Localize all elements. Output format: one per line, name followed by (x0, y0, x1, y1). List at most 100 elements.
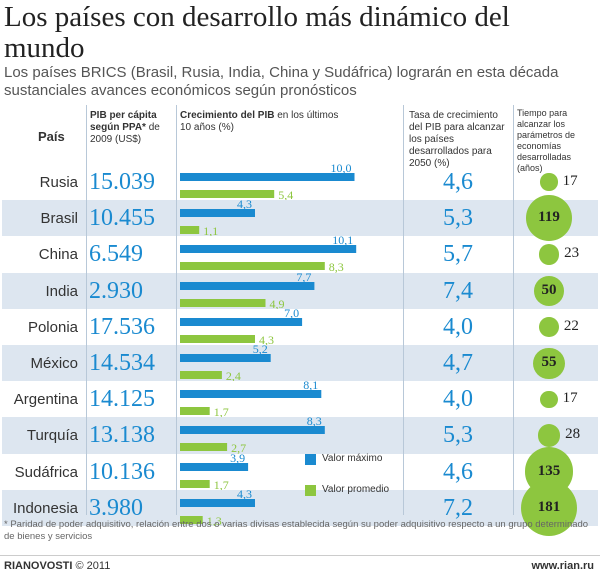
country-label: Turquía (26, 427, 78, 445)
growth-bars: 10,0 5,4 (180, 164, 355, 200)
table-row: Rusia 15.039 10,0 5,4 4,6 17 (2, 164, 598, 200)
logo-copyright: © 2011 (72, 560, 111, 572)
pib-value: 14.125 (89, 386, 155, 413)
bar-avg (180, 190, 275, 198)
country-label: Argentina (13, 391, 78, 409)
country-label: Sudáfrica (14, 463, 78, 481)
growth-bars: 5,2 2,4 (180, 345, 271, 381)
table-row: Brasil 10.455 4,3 1,1 5,3 119 (2, 195, 598, 242)
growth-bars: 8,1 1,7 (180, 381, 322, 417)
bar-avg-label: 1,1 (203, 224, 218, 236)
bar-max-label: 7,0 (284, 309, 299, 320)
bar-max (180, 462, 249, 471)
column-divider (176, 105, 177, 515)
bar-avg-label: 4,3 (259, 333, 274, 345)
footer-divider (0, 555, 600, 556)
country-label: Rusia (39, 174, 78, 191)
site-url[interactable]: www.rian.ru (531, 560, 594, 572)
bar-max-label: 5,2 (253, 345, 268, 356)
bar-avg-label: 5,4 (278, 188, 293, 200)
bar-avg-label: 8,3 (329, 260, 344, 272)
growth-bars: 4,3 1,3 (180, 490, 255, 526)
rate-value: 7,4 (443, 277, 473, 304)
bar-max (180, 317, 303, 326)
rate-value: 5,3 (443, 422, 473, 449)
pib-value: 6.549 (89, 241, 143, 268)
years-circle (538, 244, 560, 265)
bar-max-label: 8,3 (307, 417, 322, 428)
years-value: 28 (565, 426, 581, 443)
bar-avg-label: 2,4 (226, 369, 241, 381)
header-growth-rest: en los últimos 10 años (%) (180, 110, 339, 133)
years-value: 22 (563, 317, 579, 334)
years-value: 17 (562, 173, 578, 190)
bar-avg (180, 443, 228, 452)
bar-avg-label: 1,7 (214, 478, 229, 490)
column-divider (403, 105, 404, 515)
bar-max-label: 4,3 (237, 200, 252, 211)
pib-value: 13.138 (89, 422, 155, 449)
legend-avg-swatch (305, 485, 316, 496)
rate-value: 5,7 (443, 241, 473, 268)
pib-value: 3.980 (89, 494, 143, 521)
bar-avg (180, 226, 200, 235)
growth-bars: 7,7 4,9 (180, 273, 315, 309)
bar-max (180, 245, 357, 254)
column-divider (86, 105, 87, 515)
legend-max-swatch (305, 454, 316, 465)
table-row: Sudáfrica 10.136 3,9 1,7 4,6 135 (2, 447, 598, 497)
bar-avg-label: 1,7 (214, 405, 229, 417)
country-label: Polonia (27, 318, 78, 336)
years-value: 55 (541, 354, 557, 371)
bar-avg (180, 371, 222, 379)
legend-avg-label: Valor promedio (322, 484, 390, 495)
years-circle (540, 173, 558, 191)
pib-value: 17.536 (89, 313, 155, 340)
page-title: Los países con desarrollo más dinámico d… (4, 1, 510, 64)
rate-value: 4,7 (443, 350, 473, 376)
bar-max (180, 426, 325, 435)
bar-max (180, 209, 255, 218)
country-label: China (38, 246, 78, 264)
growth-bars: 4,3 1,1 (180, 200, 255, 236)
pib-value: 10.455 (89, 205, 155, 232)
country-label: Indonesia (12, 499, 78, 517)
bar-max (180, 354, 271, 362)
table-row: Turquía 13.138 8,3 2,7 5,3 28 (2, 417, 598, 454)
bar-max-label: 10,1 (332, 236, 353, 247)
years-value: 23 (564, 245, 580, 262)
years-value: 135 (537, 462, 561, 479)
table-row: China 6.549 10,1 8,3 5,7 23 (2, 236, 598, 272)
header-rate: Tasa de crecimiento del PIB para alcanza… (409, 110, 505, 169)
country-label: Brasil (40, 210, 78, 228)
table-row: Indonesia 3.980 4,3 1,3 7,2 181 (2, 479, 598, 537)
page-subtitle: Los países BRICS (Brasil, Rusia, India, … (4, 64, 559, 99)
rate-value: 7,2 (443, 494, 473, 521)
growth-bars: 10,1 8,3 (180, 236, 357, 273)
country-label: India (45, 282, 78, 300)
years-value: 181 (537, 498, 561, 515)
table-row: Argentina 14.125 8,1 1,7 4,0 17 (2, 381, 598, 417)
years-circle (540, 390, 558, 408)
growth-bars: 8,3 2,7 (180, 417, 325, 454)
bar-avg (180, 334, 255, 343)
pib-value: 10.136 (89, 458, 155, 485)
header-pib: PIB per cápita según PPA* de 2009 (US$) (90, 110, 174, 146)
header-growth: Crecimiento del PIB en los últimos 10 añ… (180, 110, 340, 134)
column-divider (513, 105, 514, 515)
rate-value: 5,3 (443, 205, 473, 232)
bar-max (180, 281, 315, 290)
logo: RIANOVOSTI © 2011 (4, 560, 110, 572)
header-time: Tiempo para alcanzar los parámetros de e… (517, 108, 576, 173)
legend-max-label: Valor máximo (322, 453, 383, 464)
growth-bars: 7,0 4,3 (180, 309, 303, 345)
footnote: * Paridad de poder adquisitivo, relación… (4, 519, 589, 542)
years-value: 50 (541, 281, 557, 298)
years-circle (539, 317, 559, 337)
years-circle (520, 479, 578, 537)
rate-value: 4,6 (443, 169, 473, 195)
years-circle (534, 275, 564, 306)
bar-avg-label: 4,9 (270, 297, 285, 309)
table-row: Polonia 17.536 7,0 4,3 4,0 22 (2, 309, 598, 345)
country-label: México (30, 355, 78, 372)
